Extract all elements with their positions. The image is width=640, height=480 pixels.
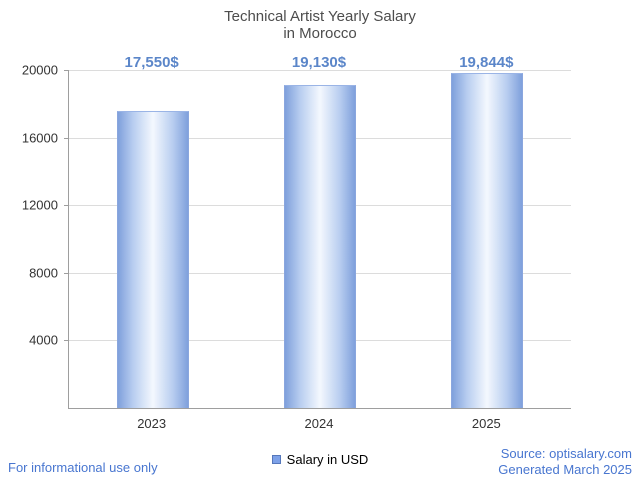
x-axis-label: 2025 xyxy=(471,416,501,431)
plot-area xyxy=(64,70,571,409)
bar-value-label: 17,550$ xyxy=(124,54,179,71)
chart-title: Technical Artist Yearly Salary in Morocc… xyxy=(0,8,640,42)
bar-2023 xyxy=(116,111,189,408)
chart-title-line2: in Morocco xyxy=(283,25,357,42)
y-axis-tick xyxy=(64,70,69,71)
y-axis-label: 4000 xyxy=(29,332,58,348)
chart-title-line1: Technical Artist Yearly Salary xyxy=(224,8,416,25)
x-axis-label: 2023 xyxy=(137,416,167,431)
y-axis-tick xyxy=(64,205,69,207)
y-axis-tick xyxy=(64,137,69,139)
footer-source-block: Source: optisalary.com Generated March 2… xyxy=(498,446,632,478)
legend-swatch xyxy=(271,455,281,464)
bar-value-label: 19,130$ xyxy=(291,54,347,71)
bar-2024 xyxy=(284,84,356,408)
generated-date: Generated March 2025 xyxy=(498,462,632,477)
y-axis-tick xyxy=(64,272,69,274)
footer-disclaimer: For informational use only xyxy=(8,460,158,475)
y-axis-label: 8000 xyxy=(29,265,58,281)
y-axis-tick xyxy=(64,340,69,342)
y-axis-label: 20000 xyxy=(21,62,58,78)
bar-2025 xyxy=(451,72,524,408)
source-link[interactable]: Source: optisalary.com xyxy=(500,446,632,461)
legend-label: Salary in USD xyxy=(286,452,369,467)
gridline xyxy=(64,70,571,71)
x-axis-label: 2024 xyxy=(304,416,334,431)
legend: Salary in USD xyxy=(0,452,640,467)
y-axis-label: 12000 xyxy=(21,197,58,213)
bar-value-label: 19,844$ xyxy=(459,54,514,71)
y-axis-label: 16000 xyxy=(21,130,58,146)
